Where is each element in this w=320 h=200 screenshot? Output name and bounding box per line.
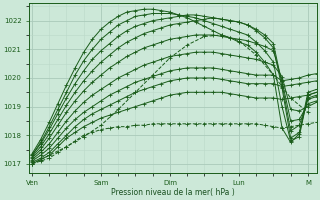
- X-axis label: Pression niveau de la mer( hPa ): Pression niveau de la mer( hPa ): [111, 188, 235, 197]
